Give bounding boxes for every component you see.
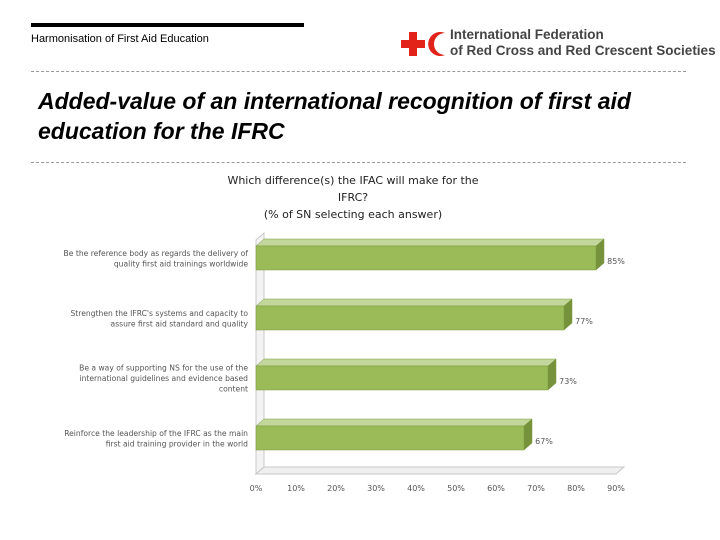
x-tick-label: 70% [527,484,545,493]
category-label-line: content [219,385,248,394]
slide-title: Added-value of an international recognit… [38,88,631,144]
org-name-line2: of Red Cross and Red Crescent Societies [450,43,716,58]
org-name: International Federation of Red Cross an… [450,27,716,59]
org-name-line1: International Federation [450,27,604,42]
category-label-line: Be a way of supporting NS for the use of… [79,364,248,373]
chart-base [254,231,626,476]
category-label: Be the reference body as regards the del… [64,249,249,269]
chart-floor [254,466,626,475]
category-label-line: assure first aid standard and quality [111,319,249,328]
bar-top-face [255,238,605,247]
data-label: 85% [607,257,625,266]
x-tick-label: 10% [287,484,305,493]
category-label-line: quality first aid trainings worldwide [114,259,248,268]
data-label: 67% [535,437,553,446]
category-label-line: international guidelines and evidence ba… [79,374,248,383]
x-tick-label: 80% [567,484,585,493]
chart-title: Which difference(s) the IFAC will make f… [200,172,506,223]
category-label-line: Be the reference body as regards the del… [64,249,249,258]
category-label: Be a way of supporting NS for the use of… [79,364,248,394]
data-label: 77% [575,317,593,326]
chart-title-line-2: IFRC? [337,191,369,204]
category-label-line: Reinforce the leadership of the IFRC as … [64,429,248,438]
header-rule [31,23,304,27]
bar [255,425,525,451]
x-tick-label: 0% [250,484,263,493]
bar [255,245,597,271]
x-tick-label: 30% [367,484,385,493]
chart-bars [255,238,605,451]
divider-bottom [31,162,686,163]
x-tick-label: 40% [407,484,425,493]
bar [255,305,565,331]
chart-title-line-1: Which difference(s) the IFAC will make f… [227,174,479,187]
chart-title-line-3: (% of SN selecting each answer) [263,208,443,221]
category-label-line: first aid training provider in the world [106,439,248,448]
chart-labels: 85% Be the reference body as regards the … [64,249,626,449]
bar-top-face [255,358,557,367]
data-label: 73% [559,377,577,386]
chart-ticks: 0% 10% 20% 30% 40% 50% 60% 70% 80% 90% [250,484,626,493]
red-cross-crescent-icon [401,32,445,56]
x-tick-label: 20% [327,484,345,493]
bar [255,365,549,391]
bar-top-face [255,418,533,427]
divider-top [31,71,686,72]
header-title: Harmonisation of First Aid Education [31,33,209,45]
ifrc-logo: International Federation of Red Cross an… [398,27,716,61]
bar-top-face [255,298,573,307]
x-tick-label: 60% [487,484,505,493]
x-tick-label: 90% [607,484,625,493]
category-label: Reinforce the leadership of the IFRC as … [64,429,248,449]
x-tick-label: 50% [447,484,465,493]
category-label-line: Strengthen the IFRC's systems and capaci… [70,309,248,318]
category-label: Strengthen the IFRC's systems and capaci… [70,309,248,329]
